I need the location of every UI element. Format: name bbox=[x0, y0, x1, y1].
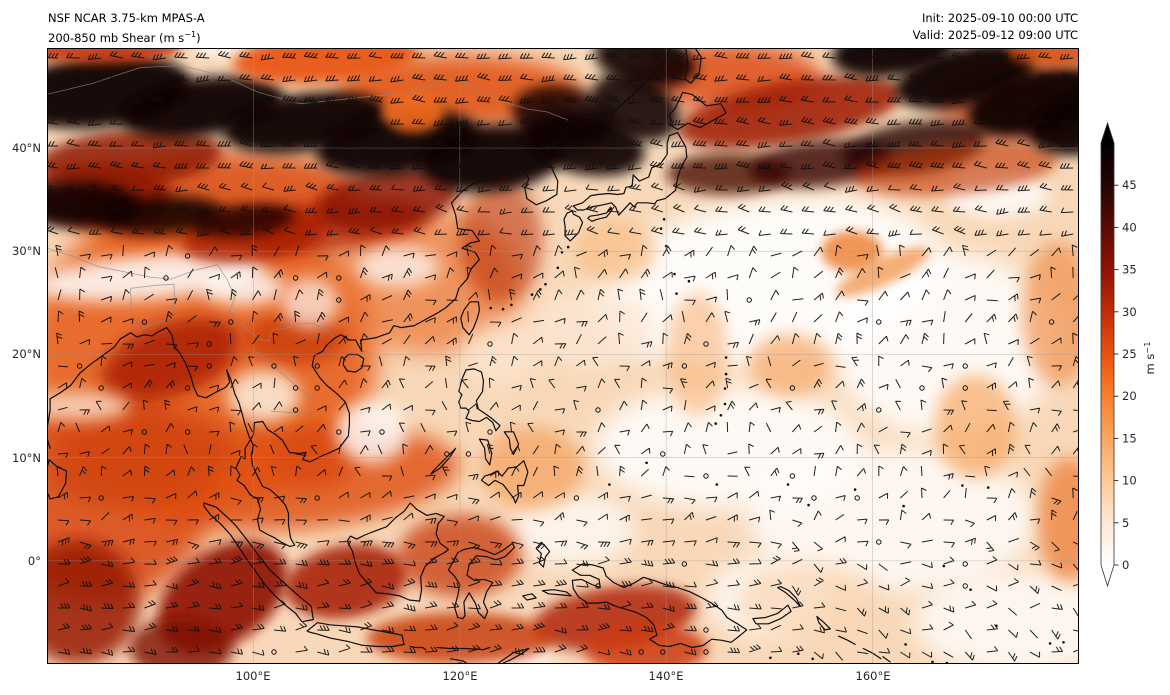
sumbawa-flores bbox=[436, 646, 491, 651]
border-himalaya-indochina bbox=[47, 247, 336, 342]
border-north bbox=[47, 65, 569, 121]
mindanao bbox=[480, 460, 529, 504]
x-tick-label: 160°E bbox=[855, 669, 891, 683]
colorbar: 45 40 35 30 25 20 15 10 5 0 m s−1 bbox=[1100, 121, 1157, 588]
hainan bbox=[342, 353, 365, 373]
wind-barbs bbox=[47, 50, 1079, 662]
model-valid-time: Valid: 2025-09-12 09:00 UTC bbox=[912, 27, 1078, 42]
buru bbox=[522, 593, 537, 601]
sumatra bbox=[203, 502, 314, 623]
korea-primorye-coast bbox=[503, 48, 671, 206]
colorbar-tick-label: 35 bbox=[1122, 263, 1137, 277]
graticule-layer bbox=[47, 48, 1079, 664]
china-coast bbox=[334, 138, 505, 352]
country-border-layer bbox=[47, 65, 569, 414]
y-tick-label: 10°N bbox=[12, 451, 41, 465]
colorbar-unit-label: m s−1 bbox=[1142, 342, 1157, 375]
panay-negros bbox=[478, 438, 493, 466]
y-tick-label: 0° bbox=[27, 554, 41, 568]
colorbar-tick-label: 25 bbox=[1122, 347, 1137, 361]
bougainville bbox=[816, 615, 831, 631]
title-superscript: −1 bbox=[184, 29, 197, 39]
colorbar-tick-label: 20 bbox=[1122, 389, 1137, 403]
shikoku bbox=[587, 207, 613, 222]
colorbar-tick-label: 30 bbox=[1122, 305, 1137, 319]
colorbar-tick-label: 5 bbox=[1122, 516, 1129, 530]
borneo bbox=[346, 502, 449, 602]
plot-title: NSF NCAR 3.75-km MPAS-A 200-850 mb Shear… bbox=[48, 10, 205, 46]
title-line-2: 200-850 mb Shear (m s−1) bbox=[48, 29, 201, 45]
samar-leyte bbox=[503, 431, 520, 456]
colorbar-tick-label: 15 bbox=[1122, 431, 1137, 445]
sulawesi bbox=[447, 542, 516, 620]
taiwan bbox=[460, 301, 480, 336]
timor bbox=[496, 647, 530, 664]
myanmar-india-coast bbox=[47, 327, 231, 449]
colorbar-ticks: 45 40 35 30 25 20 15 10 5 0 bbox=[1114, 178, 1137, 572]
colorbar-tick-label: 40 bbox=[1122, 220, 1137, 234]
border-bangladesh bbox=[130, 283, 176, 332]
new-britain bbox=[752, 604, 792, 625]
colorbar-tick-label: 10 bbox=[1122, 474, 1137, 488]
sri-lanka bbox=[47, 459, 68, 500]
indochina-malay bbox=[226, 337, 350, 547]
solomons-b bbox=[862, 647, 882, 660]
model-init-time: Init: 2025-09-10 00:00 UTC bbox=[922, 11, 1078, 25]
border-thailand-laos bbox=[254, 349, 311, 414]
model-run-info: Init: 2025-09-10 00:00 UTC Valid: 2025-0… bbox=[913, 10, 1078, 43]
palawan bbox=[430, 447, 457, 475]
colorbar-gradient bbox=[1101, 143, 1114, 565]
map-frame bbox=[47, 48, 1079, 664]
solomons-c bbox=[882, 656, 891, 663]
hokkaido bbox=[668, 91, 727, 131]
kyushu bbox=[563, 210, 584, 242]
y-tick-label: 40°N bbox=[12, 141, 41, 155]
colorbar-tick-label: 0 bbox=[1122, 558, 1129, 572]
new-ireland bbox=[777, 586, 801, 607]
x-tick-label: 140°E bbox=[648, 669, 684, 683]
small-island-dots bbox=[489, 218, 1065, 664]
x-tick-label: 120°E bbox=[442, 669, 478, 683]
sakhalin bbox=[684, 48, 702, 84]
wind-barb-layer bbox=[47, 50, 1079, 662]
colorbar-tick-label: 45 bbox=[1122, 178, 1137, 192]
colorbar-extend-max-arrow bbox=[1101, 123, 1114, 143]
map-canvas bbox=[47, 48, 1079, 664]
y-tick-label: 30°N bbox=[12, 244, 41, 258]
java bbox=[306, 622, 405, 648]
bali-lombok bbox=[409, 645, 427, 651]
x-tick-label: 100°E bbox=[235, 669, 271, 683]
honshu bbox=[572, 132, 688, 216]
colorbar-extend-min-arrow bbox=[1101, 565, 1114, 586]
new-guinea bbox=[571, 563, 748, 649]
solomons-a bbox=[837, 635, 856, 645]
luzon bbox=[458, 368, 501, 432]
seram bbox=[541, 589, 572, 597]
y-tick-label: 20°N bbox=[12, 347, 41, 361]
title-line-1: NSF NCAR 3.75-km MPAS-A bbox=[48, 11, 205, 25]
